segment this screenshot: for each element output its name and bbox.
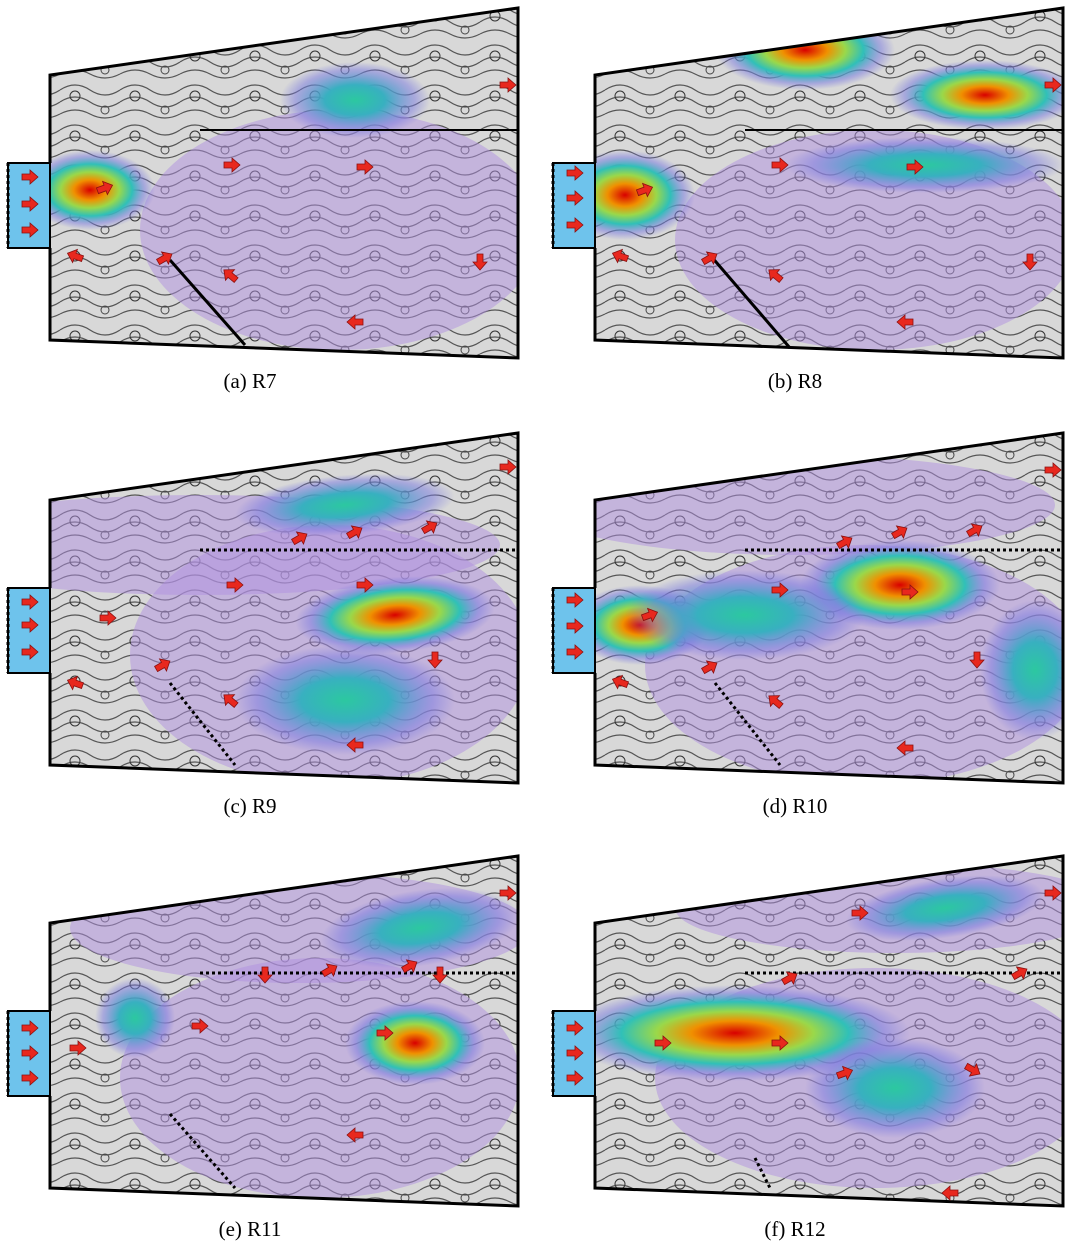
velocity-blob [785,137,1065,193]
flow-field [560,848,1066,1218]
panel-caption: (b) R8 [768,369,822,393]
velocity-blob [235,645,455,755]
velocity-overlay [120,958,520,1198]
velocity-blob [345,1001,485,1085]
panel-caption: (d) R10 [763,794,828,818]
flow-panel: (a) R7 [8,0,540,393]
velocity-overlay [140,110,540,350]
flow-field [25,0,540,370]
panel-caption: (a) R7 [223,369,276,393]
velocity-blob [805,1038,985,1138]
panel-caption: (c) R9 [223,794,276,818]
flow-panel: (e) R11 [8,848,530,1241]
figure: (a) R7 (b) R8 (c) R9 (d) R10 (e) R11 (f) R12 [0,0,1066,1257]
flow-panel: (c) R9 [0,425,530,818]
flow-panel: (f) R12 [553,848,1066,1241]
flow-field [0,425,530,795]
flow-panel: (b) R8 [553,0,1066,393]
velocity-blob [715,10,895,90]
velocity-blob [280,62,430,138]
panel-caption: (e) R11 [219,1217,282,1241]
velocity-blob [625,570,865,660]
flow-field [40,848,530,1218]
flow-field [555,0,1066,370]
flow-panel: (d) R10 [535,425,1066,818]
flow-field [535,425,1066,795]
velocity-blob [95,978,175,1058]
panel-caption: (f) R12 [764,1217,825,1241]
